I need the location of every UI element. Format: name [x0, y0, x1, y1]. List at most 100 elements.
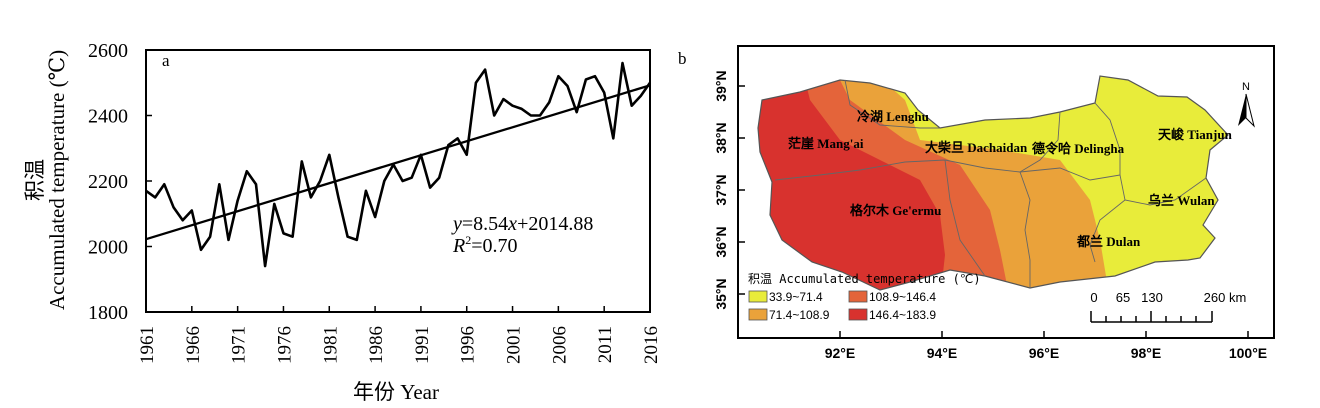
legend-label-1: 33.9~71.4 [769, 290, 823, 304]
data-point [539, 114, 541, 117]
x-tick-label: 2011 [595, 326, 616, 363]
data-point [374, 216, 376, 218]
line-chart-panel-a: a 积温 Accumulated temperature (℃) 1800 200… [23, 40, 662, 404]
data-point [466, 154, 468, 156]
map-y-tick-label: 35°N [713, 278, 729, 309]
region-outline [757, 75, 1229, 291]
data-point [566, 85, 569, 87]
legend-swatch-2 [748, 308, 768, 321]
data-point [163, 183, 165, 185]
data-point [392, 164, 395, 166]
x-tick-label: 1986 [366, 326, 387, 364]
county-boundaries [774, 79, 1207, 288]
x-tick-label: 1991 [412, 326, 433, 364]
data-point [475, 82, 477, 84]
legend-swatch-1 [748, 290, 768, 303]
x-tick-label: 1996 [458, 326, 479, 364]
trend-line [145, 84, 651, 241]
data-point [447, 144, 449, 146]
data-point [319, 180, 321, 182]
scale-label-0: 0 [1090, 290, 1097, 305]
data-point [585, 78, 587, 81]
data-point [310, 196, 312, 198]
map-y-tick-label: 38°N [713, 122, 729, 153]
y-axis-label-en: Accumulated temperature (℃) [45, 50, 69, 310]
y-tick-label: 2400 [88, 106, 128, 128]
data-point [502, 98, 504, 100]
data-point [282, 232, 285, 234]
data-point [429, 186, 431, 189]
place-tianjun: 天峻 Tianjun [1158, 127, 1233, 142]
place-dulan: 都兰 Dulan [1076, 234, 1141, 249]
scale-label-260: 260 km [1204, 290, 1247, 305]
data-point [511, 105, 514, 107]
data-point [640, 95, 642, 97]
data-point [603, 91, 605, 94]
data-point [612, 137, 614, 140]
data-point [227, 239, 230, 241]
data-point [521, 108, 523, 110]
map-y-tick-label: 39°N [713, 70, 729, 101]
data-point [456, 137, 459, 140]
place-lenghu: 冷湖 Lenghu [857, 109, 929, 124]
data-point [631, 105, 633, 107]
data-point [420, 154, 422, 156]
map-x-tick-label: 96°E [1029, 345, 1060, 361]
data-point [273, 203, 275, 205]
data-point [209, 236, 211, 238]
data-point [337, 196, 340, 198]
data-point [218, 183, 220, 185]
map-x-tick-label: 94°E [927, 345, 958, 361]
legend-label-3: 108.9~146.4 [869, 290, 936, 304]
data-point [356, 239, 358, 241]
x-tick-label: 2016 [641, 326, 662, 364]
x-tick-label: 2001 [504, 326, 525, 364]
x-tick-label: 1961 [137, 326, 158, 364]
x-tick-label: 1971 [229, 326, 250, 364]
scale-label-130: 130 [1141, 290, 1163, 305]
north-arrow-icon: N [1238, 81, 1255, 128]
data-point [237, 200, 239, 202]
panel-label-a: a [162, 51, 170, 70]
x-tick-label: 2006 [549, 326, 570, 364]
data-point [154, 196, 156, 198]
panel-label-b: b [678, 49, 687, 68]
regression-equation: y=8.54x+2014.88 [451, 213, 593, 235]
place-dachaidan: 大柴旦 Dachaidan [925, 140, 1028, 155]
data-point [172, 206, 175, 208]
x-axis-label: 年份 Year [353, 380, 439, 404]
map-y-tick-label: 36°N [713, 226, 729, 257]
y-tick-label: 1800 [88, 302, 128, 324]
zone-146-4-183-9 [758, 76, 945, 290]
map-panel-b: b N 冷湖 Lenghu [678, 45, 1275, 361]
data-point [365, 190, 367, 192]
data-point [594, 75, 596, 77]
y-tick-label: 2200 [88, 171, 128, 193]
legend-title: 积温 Accumulated temperature (℃) [748, 272, 981, 286]
map-x-tick-label: 98°E [1131, 345, 1162, 361]
data-point [383, 180, 385, 182]
place-geermu: 格尔木 Ge'ermu [850, 203, 941, 218]
data-point [530, 114, 532, 117]
data-point [548, 101, 550, 103]
r-squared: R2=0.70 [452, 233, 518, 257]
place-wulan: 乌兰 Wulan [1148, 193, 1215, 208]
data-point [557, 75, 559, 77]
x-tick-label: 1966 [183, 326, 204, 364]
legend-swatch-4 [848, 308, 868, 321]
x-tick-label: 1981 [320, 326, 341, 364]
data-point [484, 69, 486, 71]
scale-label-65: 65 [1116, 290, 1130, 305]
data-point [255, 183, 257, 185]
data-point [401, 180, 404, 182]
legend-label-4: 146.4~183.9 [869, 308, 936, 322]
y-tick-label: 2000 [88, 237, 128, 259]
data-point [301, 160, 303, 162]
data-point [328, 154, 330, 156]
y-tick-label: 2600 [88, 40, 128, 62]
data-point [493, 114, 495, 117]
data-point [411, 177, 413, 179]
place-delingha: 德令哈 Delingha [1032, 141, 1125, 156]
plot-frame [145, 49, 651, 313]
